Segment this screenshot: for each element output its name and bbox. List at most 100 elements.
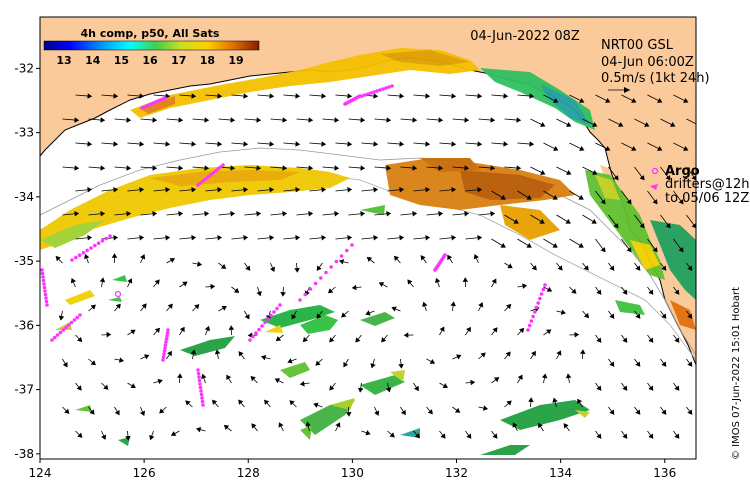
- current-arrow-head: [522, 283, 528, 289]
- current-arrow-head: [238, 399, 244, 405]
- current-arrow-head: [194, 304, 200, 310]
- current-arrow-head: [327, 288, 334, 294]
- argo-track-point: [50, 338, 54, 342]
- current-arrow-head: [313, 402, 319, 408]
- argo-track-point: [44, 299, 49, 304]
- current-arrow-head: [464, 211, 470, 217]
- current-arrow-head: [169, 258, 176, 263]
- current-arrow-head: [204, 165, 210, 171]
- lon-tick-label: 132: [445, 466, 468, 480]
- argo-track-point: [75, 315, 79, 320]
- current-arrow-head: [245, 265, 251, 271]
- current-scale: 0.5m/s (1kt 24h): [601, 71, 710, 86]
- current-arrow-head: [412, 165, 418, 171]
- current-arrow-head: [516, 117, 522, 123]
- current-arrow-head: [177, 373, 183, 379]
- lat-tick-label: -38: [14, 447, 34, 461]
- current-arrow-head: [55, 256, 61, 262]
- current-arrow-head: [212, 399, 218, 405]
- current-time: 04-Jun 06:00Z: [601, 55, 694, 70]
- current-arrow-head: [77, 336, 83, 343]
- current-arrow-head: [269, 141, 275, 147]
- current-arrow-head: [139, 187, 145, 193]
- current-arrow-head: [321, 187, 327, 193]
- current-arrow-head: [74, 211, 80, 217]
- current-arrow: [699, 383, 704, 390]
- current-arrow-head: [167, 303, 173, 309]
- current-arrow-head: [464, 117, 470, 123]
- current-arrow-head: [563, 423, 569, 429]
- current-arrow-head: [139, 235, 145, 241]
- current-arrow-head: [250, 376, 256, 382]
- current-arrow-head: [574, 331, 580, 338]
- lat-tick-label: -36: [14, 318, 34, 332]
- current-arrow-head: [425, 187, 431, 193]
- current-arrow-head: [385, 387, 392, 393]
- sst-patch: [360, 205, 385, 215]
- plot-frame: [39, 16, 697, 460]
- current-arrow-head: [223, 424, 230, 430]
- current-arrow-head: [529, 141, 535, 147]
- current-arrow-head: [425, 235, 431, 241]
- current-arrow-head: [282, 117, 288, 123]
- current-arrow-head: [553, 145, 559, 151]
- current-arrow-head: [89, 409, 95, 415]
- current-arrow-head: [167, 350, 172, 357]
- current-arrow-head: [420, 255, 426, 261]
- lon-tick-label: 128: [237, 466, 260, 480]
- argo-track-point: [164, 340, 168, 344]
- current-arrow-head: [100, 211, 106, 217]
- argo-track-point: [350, 243, 354, 247]
- argo-track-point: [443, 253, 447, 257]
- argo-track-point: [384, 86, 388, 90]
- current-arrow: [699, 287, 704, 294]
- current-arrow-head: [238, 351, 244, 357]
- current-arrow-head: [592, 169, 598, 175]
- colorbar-gradient: [44, 41, 259, 50]
- current-arrow-head: [118, 357, 125, 363]
- current-arrow-head: [579, 349, 586, 354]
- current-arrow-head: [635, 313, 641, 319]
- current-arrow-head: [710, 99, 714, 103]
- current-arrow-head: [546, 329, 552, 335]
- current-arrow-head: [438, 117, 444, 123]
- current-arrow-head: [705, 248, 709, 252]
- current-arrow-head: [451, 235, 457, 241]
- current-arrow-head: [87, 235, 93, 241]
- argo-track-point: [257, 327, 261, 332]
- timestamp: 04-Jun-2022 08Z: [470, 29, 580, 44]
- argo-track-point: [263, 320, 267, 325]
- current-arrow-head: [648, 289, 654, 295]
- argo-track-point: [161, 355, 166, 359]
- current-arrow-head: [516, 165, 522, 171]
- colorbar-tick-label: 18: [200, 54, 215, 67]
- sst-patch: [108, 297, 122, 302]
- argo-track-point: [198, 382, 202, 386]
- current-arrow-head: [256, 211, 262, 217]
- argo-track-point: [43, 292, 48, 297]
- argo-track-point: [201, 403, 205, 407]
- argo-track-point: [40, 268, 44, 272]
- current-arrow-head: [74, 117, 80, 123]
- current-arrow-head: [243, 187, 249, 193]
- current-arrow-head: [87, 93, 93, 99]
- argo-track-point: [387, 85, 391, 89]
- current-arrow-head: [552, 397, 558, 403]
- current-arrow-head: [316, 265, 322, 271]
- current-arrow-head: [113, 93, 119, 99]
- current-arrow-head: [295, 187, 301, 193]
- current-arrow-head: [665, 223, 671, 229]
- current-arrow-head: [386, 165, 392, 171]
- argo-track-point: [541, 287, 546, 292]
- current-arrow-head: [412, 117, 418, 123]
- current-arrow-head: [477, 141, 483, 147]
- current-arrow-head: [579, 97, 585, 103]
- argo-track-point: [375, 89, 379, 93]
- argo-track-point: [163, 343, 168, 347]
- argo-track-point: [248, 338, 252, 342]
- current-arrow-head: [439, 326, 445, 332]
- sst-patch: [480, 445, 530, 455]
- current-arrow-head: [389, 432, 395, 438]
- current-arrow: [699, 335, 704, 342]
- argo-track-point: [164, 337, 169, 341]
